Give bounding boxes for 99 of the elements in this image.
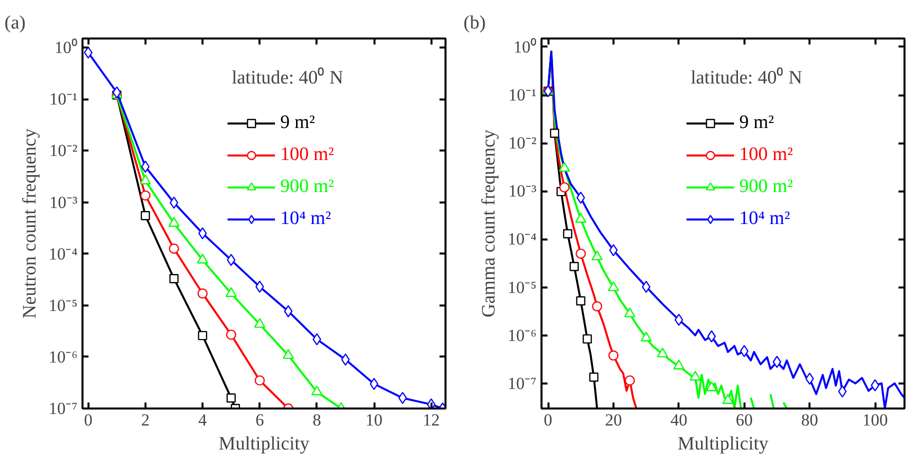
point (226, 330, 236, 340)
point (559, 182, 570, 192)
x-tick-label: 8 (312, 410, 322, 430)
y-tick-label: 10⁻⁷ (508, 374, 537, 393)
y-tick-label: 10⁻² (49, 141, 78, 160)
point (624, 375, 635, 386)
point (196, 254, 208, 264)
point (563, 229, 572, 238)
legend-title: latitude: 40⁰ N (690, 66, 802, 88)
legend-label: 9 m² (280, 112, 315, 134)
point (370, 378, 378, 390)
point (254, 318, 266, 328)
point (312, 333, 322, 346)
point (575, 212, 586, 223)
point (592, 301, 602, 312)
legend-label: 900 m² (280, 176, 334, 198)
point (576, 248, 586, 259)
y-axis-title: Gamma count frequency (478, 129, 500, 318)
y-tick-label: 10⁻⁴ (48, 244, 78, 264)
point (198, 227, 207, 240)
point (722, 394, 734, 404)
legend-label: 100 m² (739, 144, 793, 166)
point (140, 174, 151, 184)
x-axis-title: Multiplicity (218, 434, 310, 454)
point (311, 386, 322, 396)
x-tick-label: 40 (670, 410, 688, 430)
y-tick-label: 10⁰ (514, 37, 536, 56)
y-tick-label: 10⁻⁴ (508, 230, 537, 249)
point (198, 330, 208, 340)
x-tick-label: 80 (801, 410, 818, 430)
point (772, 356, 782, 368)
x-tick-label: 12 (422, 410, 440, 430)
point (706, 381, 718, 392)
point (608, 350, 619, 361)
point (740, 344, 749, 358)
point (570, 262, 579, 272)
point (690, 370, 701, 381)
point (168, 216, 180, 227)
y-tick-label: 10⁻⁶ (48, 347, 78, 366)
y-tick-label: 10⁻³ (508, 182, 537, 201)
point (609, 244, 618, 256)
y-axis-title: Neutron count frequency (20, 128, 41, 318)
point (642, 280, 650, 293)
y-tick-label: 10⁰ (54, 38, 78, 58)
point (226, 393, 236, 403)
point (226, 287, 237, 297)
point (656, 348, 668, 358)
point (805, 372, 814, 385)
point (168, 244, 180, 254)
x-tick-label: 60 (736, 410, 753, 430)
point (282, 349, 294, 359)
point (254, 375, 265, 386)
chart-title: (b) (464, 12, 486, 34)
point (141, 160, 150, 173)
y-tick-label: 10⁻⁵ (48, 296, 78, 315)
point (707, 330, 716, 342)
x-tick-label: 0 (84, 410, 92, 430)
x-tick-label: 0 (544, 410, 552, 430)
point (140, 211, 150, 220)
legend-label: 10⁴ m² (280, 208, 332, 230)
point (255, 280, 264, 293)
point (674, 314, 684, 326)
point (550, 128, 560, 138)
legend-label: 100 m² (280, 144, 334, 166)
point (558, 162, 570, 172)
point (589, 372, 598, 382)
legend-title: latitude: 40⁰ N (232, 66, 344, 88)
point (284, 305, 293, 318)
x-tick-label: 10 (366, 410, 383, 430)
point (582, 334, 592, 344)
y-tick-label: 10⁻⁶ (508, 326, 537, 345)
x-tick-label: 100 (862, 410, 888, 430)
point (170, 196, 178, 209)
point (197, 288, 208, 299)
x-tick-label: 4 (198, 410, 208, 430)
x-axis-title: Multiplicity (678, 434, 769, 454)
x-tick-label: 6 (255, 410, 264, 430)
y-tick-label: 10⁻³ (49, 192, 78, 212)
y-tick-label: 10⁻⁷ (48, 399, 78, 418)
point (624, 307, 636, 318)
point (591, 250, 603, 260)
point (870, 379, 880, 392)
point (673, 360, 684, 370)
x-tick-label: 2 (141, 410, 150, 430)
x-tick-label: 20 (604, 410, 622, 430)
y-tick-label: 10⁻¹ (508, 86, 537, 105)
y-tick-label: 10⁻¹ (49, 90, 78, 109)
point (576, 296, 586, 306)
legend-label: 9 m² (739, 112, 774, 134)
chart-title: (a) (4, 12, 26, 34)
y-tick-label: 10⁻⁵ (508, 278, 537, 297)
point (640, 332, 652, 342)
point (169, 274, 179, 284)
legend-label: 10⁴ m² (739, 208, 790, 230)
point (140, 190, 150, 201)
legend-label: 900 m² (739, 176, 793, 198)
point (576, 192, 586, 204)
y-tick-label: 10⁻² (508, 134, 537, 153)
point (608, 281, 620, 292)
